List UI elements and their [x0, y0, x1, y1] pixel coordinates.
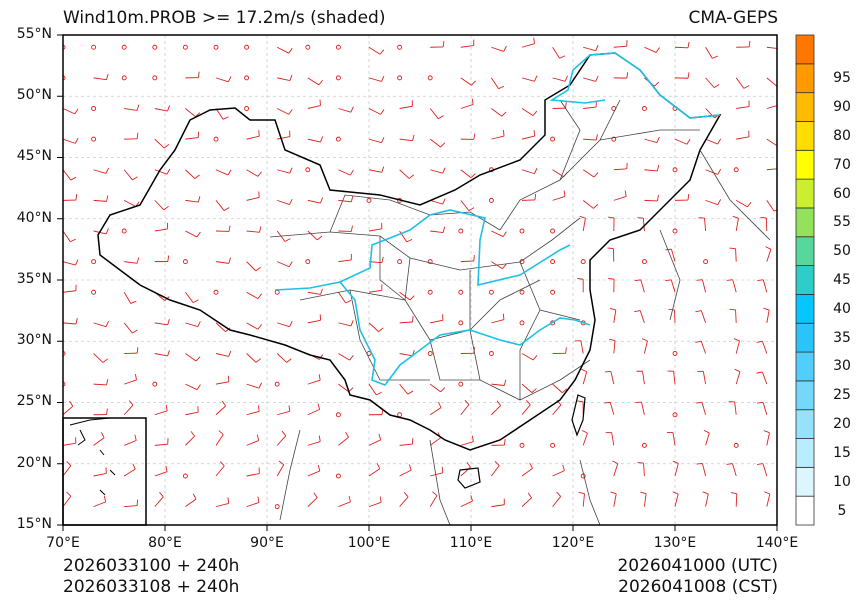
- wind-barbs: [63, 37, 777, 510]
- south-china-sea-inset: [62, 417, 147, 526]
- colorbar-level: 25: [833, 387, 851, 404]
- colorbar-level: 80: [833, 127, 851, 144]
- chart-title: Wind10m.PROB >= 17.2m/s (shaded): [63, 8, 386, 28]
- lat-tick: 25°N: [16, 393, 52, 409]
- lat-tick: 50°N: [16, 87, 52, 103]
- colorbar-level: 50: [833, 243, 851, 260]
- lon-tick: 110°E: [449, 535, 493, 551]
- axis-ticks: [57, 34, 778, 531]
- lon-tick: 120°E: [551, 535, 595, 551]
- lon-tick: 130°E: [653, 535, 697, 551]
- lon-tick: 90°E: [250, 535, 284, 551]
- lat-tick: 15°N: [16, 516, 52, 532]
- lat-tick: 35°N: [16, 271, 52, 287]
- lat-tick: 40°N: [16, 210, 52, 226]
- lon-tick: 80°E: [148, 535, 182, 551]
- model-name: CMA-GEPS: [688, 8, 778, 28]
- init-utc: 2026033100 + 240h: [63, 556, 240, 576]
- lon-tick: 70°E: [46, 535, 80, 551]
- valid-cst: 2026041008 (CST): [618, 577, 778, 597]
- lat-tick: 55°N: [16, 26, 52, 42]
- lat-tick: 30°N: [16, 332, 52, 348]
- init-time: 2026033100 + 240h 2026033108 + 240h: [63, 556, 239, 598]
- valid-time: 2026041000 (UTC) 2026041008 (CST): [617, 556, 778, 598]
- init-cst: 2026033108 + 240h: [63, 577, 240, 597]
- colorbar-level: 10: [833, 473, 851, 490]
- colorbar-level: 15: [833, 444, 851, 461]
- lon-tick: 140°E: [755, 535, 799, 551]
- colorbar-level: 55: [833, 214, 851, 231]
- valid-utc: 2026041000 (UTC): [617, 556, 778, 576]
- boundaries: [97, 52, 771, 525]
- lat-tick: 45°N: [16, 148, 52, 164]
- colorbar-level: 35: [833, 329, 851, 346]
- colorbar-level: 40: [833, 300, 851, 317]
- colorbar-level: 95: [833, 70, 851, 87]
- colorbar-level: 30: [833, 358, 851, 375]
- colorbar-level: 70: [833, 156, 851, 173]
- colorbar: [795, 34, 815, 526]
- lon-tick: 100°E: [347, 535, 391, 551]
- colorbar-level: 45: [833, 272, 851, 288]
- colorbar-level: 20: [833, 416, 851, 433]
- lat-tick: 20°N: [16, 455, 52, 471]
- colorbar-level: 60: [833, 185, 851, 202]
- colorbar-level: 90: [833, 99, 851, 116]
- colorbar-level: 5: [837, 502, 847, 519]
